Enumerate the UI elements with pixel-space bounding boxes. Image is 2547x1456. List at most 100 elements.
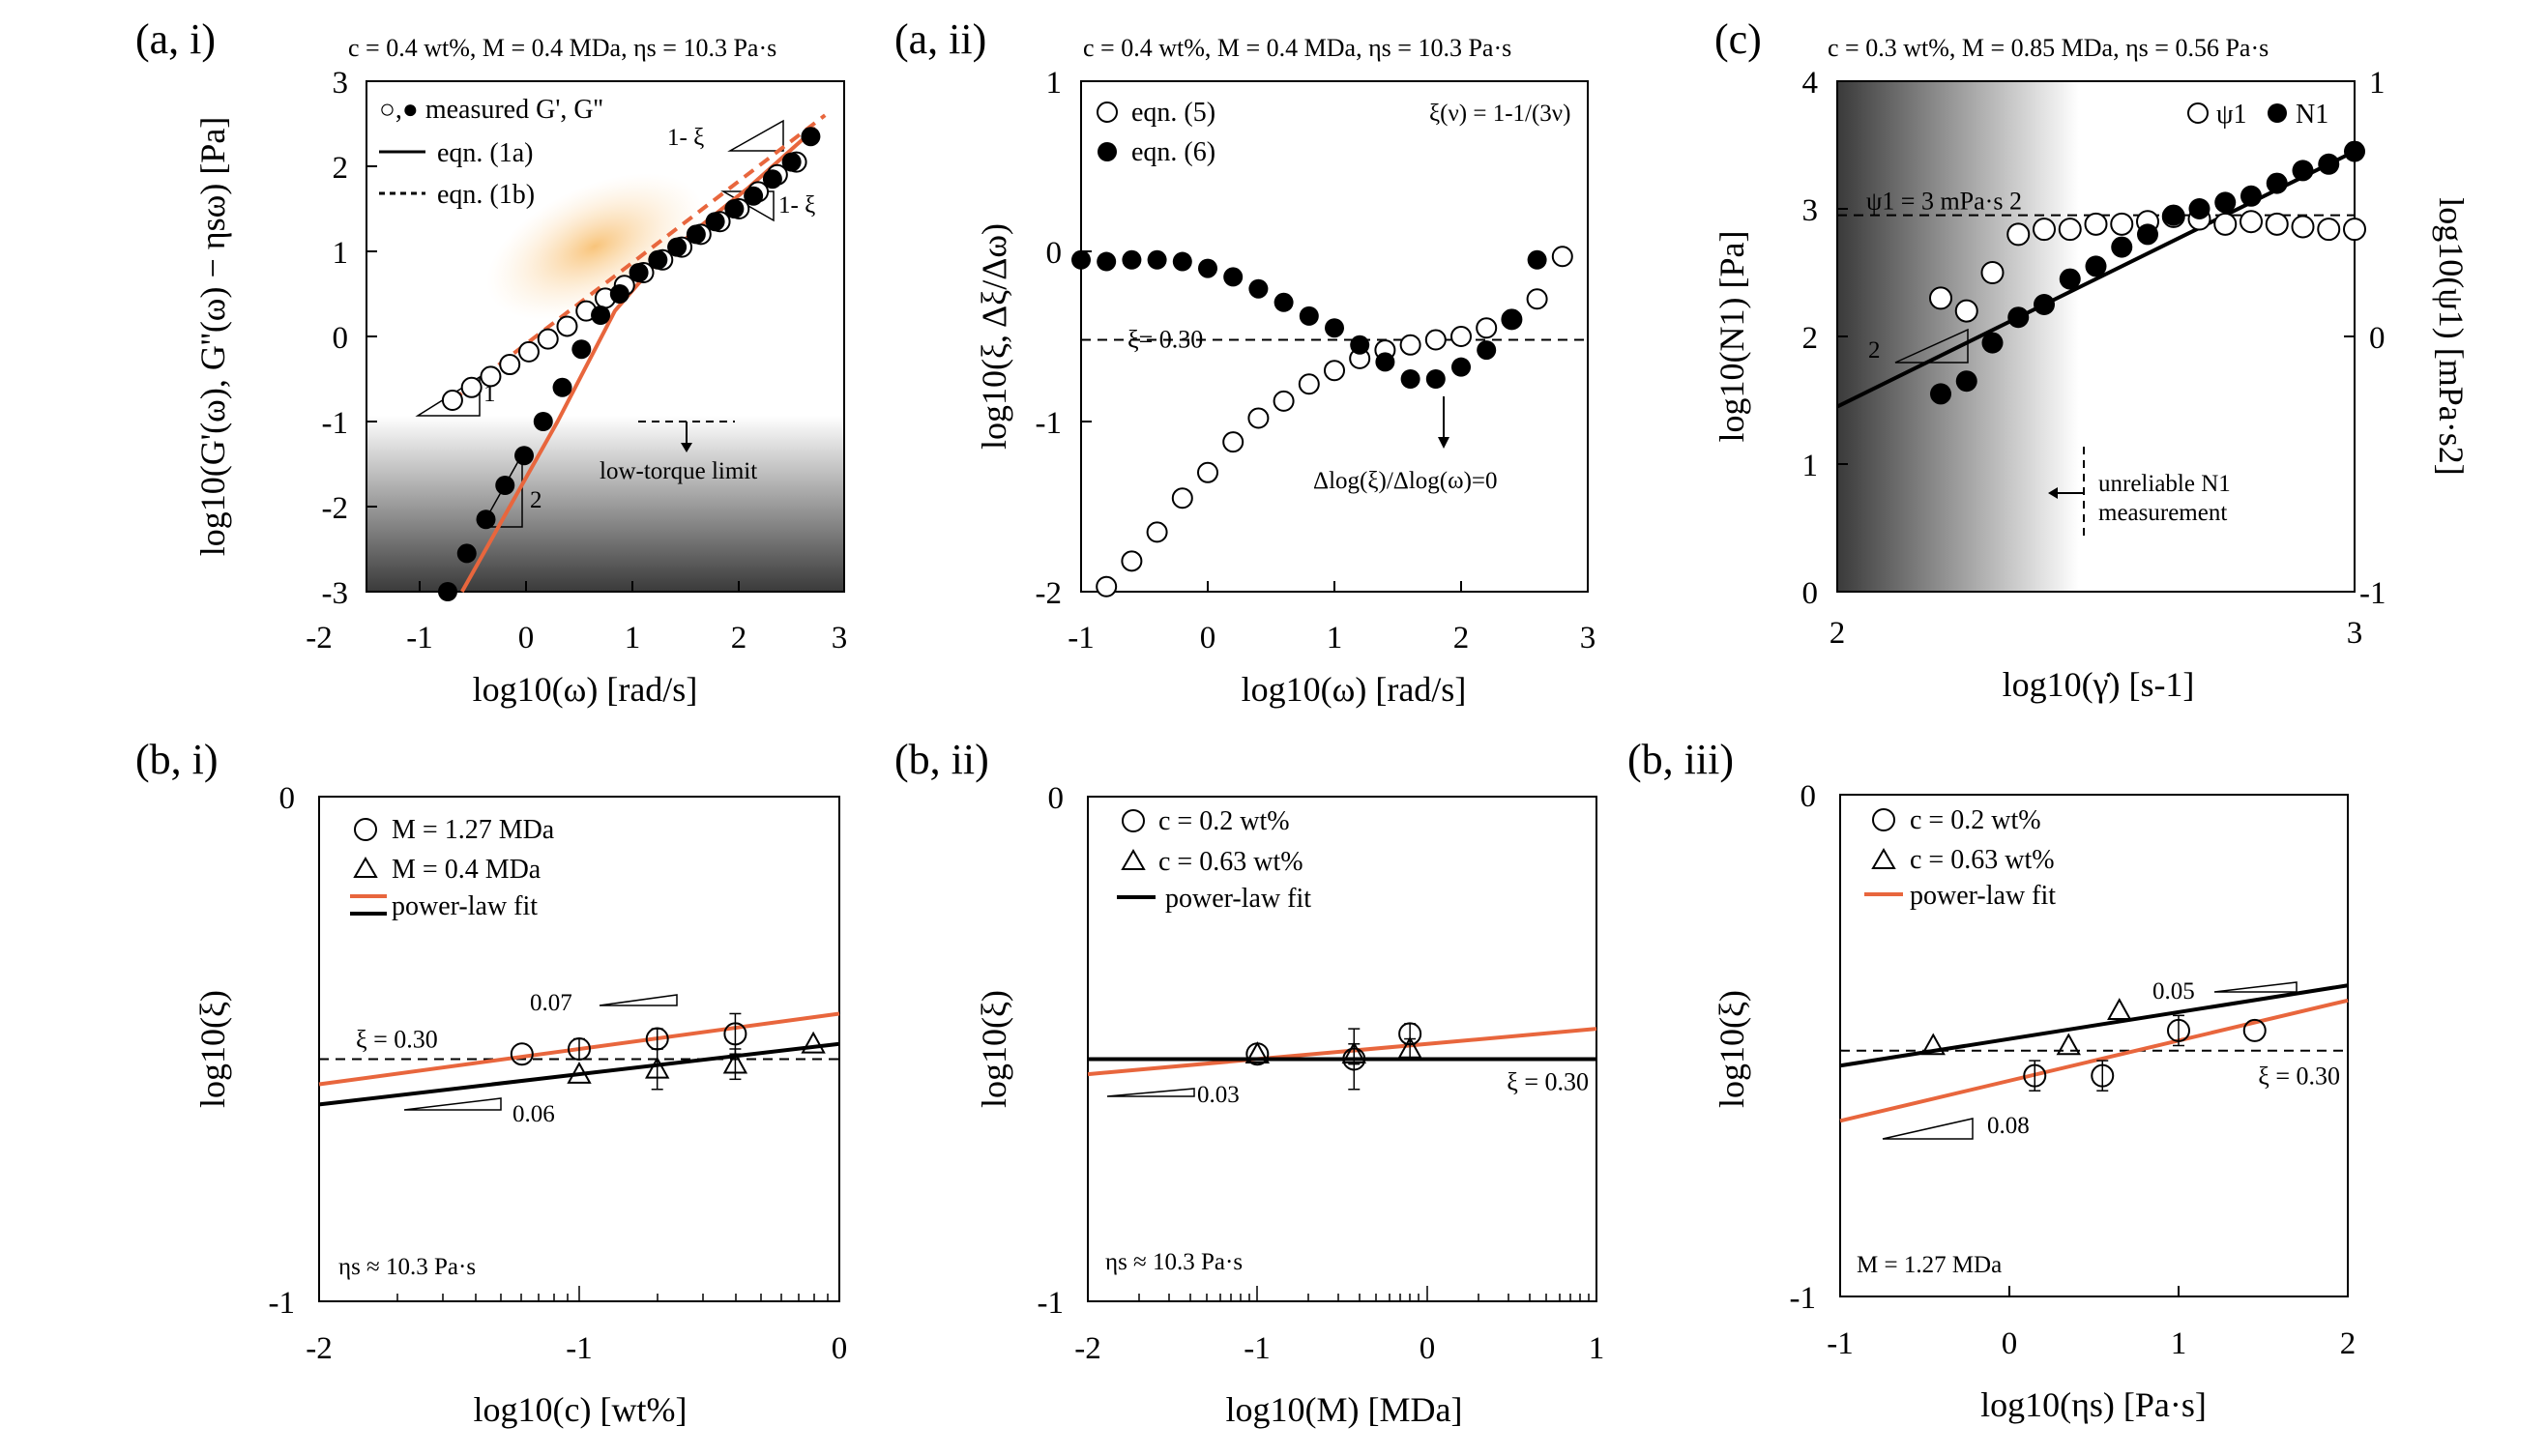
fit-line — [1836, 149, 2356, 409]
x-tick-labels-b-ii: -2 -1 0 1 — [1074, 1331, 1604, 1366]
data-point-filled — [705, 212, 725, 232]
slope-label: 1 — [483, 381, 496, 407]
data-point-filled — [2214, 191, 2237, 214]
legend-item: eqn. (5) — [1131, 98, 1215, 128]
y-tick-labels-c: 4 3 2 1 0 — [1802, 66, 1819, 611]
annotation-eta: ηs ≈ 10.3 Pa·s — [1105, 1249, 1243, 1275]
data-point-open — [499, 354, 521, 376]
xtick: -1 — [1068, 621, 1095, 655]
legend-item: power-law fit — [392, 891, 538, 921]
data-point-filled — [1097, 251, 1117, 272]
ytick: -2 — [1036, 576, 1063, 611]
legend-marker-triangle — [1871, 848, 1896, 869]
plot-frame-b-iii — [1839, 794, 2349, 1297]
y-axis-label-b-ii: log10(ξ) — [975, 990, 1013, 1108]
legend-b-i: M = 1.27 MDa M = 0.4 MDa power-law fit — [350, 815, 555, 921]
data-point-filled — [781, 152, 802, 172]
xtick: 3 — [1580, 621, 1596, 655]
data-point-filled — [629, 263, 649, 282]
x-axis-label-b-i: log10(c) [wt%] — [474, 1390, 688, 1429]
slope-labels-a-i: 1 2 1- ξ 1- ξ — [483, 125, 815, 513]
ytick: -1 — [1038, 1286, 1065, 1321]
y-tick-labels-a-i: 3 2 1 0 -1 -2 -3 — [322, 66, 349, 611]
data-point-filled — [1527, 249, 1547, 270]
legend-marker-circle — [354, 818, 377, 841]
data-point-open — [645, 1027, 669, 1051]
ytick: 0 — [279, 781, 296, 816]
slope-label: 1- ξ — [778, 192, 815, 218]
marks-a-i — [437, 113, 827, 601]
legend-marker-filled — [2268, 103, 2287, 123]
marks-b-ii: ξ = 0.30 — [1087, 1022, 1597, 1095]
x-tick-labels-c: 2 3 — [1830, 616, 2363, 651]
ytick: 3 — [1802, 193, 1819, 228]
legend-item: power-law fit — [1165, 884, 1311, 914]
data-point-filled — [2240, 185, 2262, 207]
ytick: 1 — [333, 236, 349, 271]
ytick: 0 — [1802, 576, 1819, 611]
panel-label-b-ii: (b, ii) — [894, 736, 989, 783]
ytick: 0 — [1800, 779, 1817, 814]
ticks-b-i — [318, 1286, 829, 1301]
data-point-filled — [609, 284, 629, 304]
x-tick-labels-a-ii: -1 0 1 2 3 — [1068, 621, 1596, 655]
xtick: -1 — [1827, 1326, 1854, 1361]
xtick: 0 — [2002, 1326, 2018, 1361]
panel-a-ii: (a, ii) c = 0.4 wt%, M = 0.4 MDa, ηs = 1… — [894, 15, 1596, 709]
low-torque-marker — [638, 421, 735, 452]
x-axis-label-b-ii: log10(M) [MDa] — [1226, 1390, 1463, 1429]
data-point-open — [1245, 1042, 1270, 1066]
data-point-filled — [1223, 267, 1244, 287]
marks-b-iii: ξ = 0.30 — [1839, 983, 2349, 1123]
y-axis-label-b-i: log10(ξ) — [193, 990, 232, 1108]
y-tick-labels-b-iii: 0 -1 — [1790, 779, 1817, 1316]
legend-item: c = 0.2 wt% — [1910, 805, 2041, 835]
ytick: -1 — [269, 1286, 296, 1321]
y-axis-label-c: log10(N1) [Pa] — [1713, 231, 1751, 443]
data-point-filled — [801, 127, 821, 147]
ytick: 4 — [1802, 66, 1819, 101]
data-point-open — [2242, 1018, 2267, 1042]
panel-label-b-iii: (b, iii) — [1627, 736, 1734, 783]
x-tick-labels-b-i: -2 -1 0 — [306, 1331, 847, 1366]
data-point-filled — [2162, 204, 2184, 226]
ytick: 0 — [333, 321, 349, 356]
data-point-filled — [2034, 294, 2055, 315]
data-point-filled — [667, 237, 688, 257]
y-axis-label-b-iii: log10(ξ) — [1713, 990, 1751, 1108]
data-point-filled — [762, 169, 782, 189]
y-axis-label-a-ii: log10(ξ, Δξ/Δω) — [975, 223, 1013, 450]
data-point-filled — [1930, 383, 1951, 405]
xtick: -2 — [306, 621, 333, 655]
data-point-triangle — [1920, 1033, 1946, 1056]
xtick: 1 — [625, 621, 641, 655]
slope-label: 0.07 — [530, 990, 572, 1016]
data-point-triangle — [1341, 1041, 1366, 1064]
data-point-triangle — [722, 1051, 748, 1074]
data-point-open — [1551, 246, 1573, 268]
ytick: -3 — [322, 576, 349, 611]
ytick: 1 — [1802, 449, 1819, 483]
unreliable-shade — [1837, 81, 2079, 592]
xtick: 2 — [1453, 621, 1470, 655]
x-axis-label-a-i: log10(ω) [rad/s] — [473, 670, 698, 709]
data-point-open — [510, 1042, 534, 1066]
annotation-unreliable: unreliable N1 — [2098, 471, 2231, 497]
x-axis-label-a-ii: log10(ω) [rad/s] — [1242, 670, 1467, 709]
data-point-triangle — [801, 1031, 826, 1054]
data-point-filled — [1477, 340, 1497, 361]
legend-item: eqn. (1b) — [437, 180, 535, 210]
slope-label: 2 — [1868, 337, 1881, 364]
annotation-zero-slope: Δlog(ξ)/Δlog(ω)=0 — [1313, 468, 1498, 494]
ytick: -1 — [1790, 1281, 1817, 1316]
ytick: 2 — [333, 151, 349, 186]
legend-item: c = 0.63 wt% — [1910, 845, 2055, 875]
slope-label: 0.06 — [512, 1101, 555, 1127]
data-point-filled — [514, 446, 535, 466]
ticks-a-ii — [1081, 250, 1462, 592]
slope-triangle — [403, 1097, 502, 1111]
low-torque-shade — [366, 416, 844, 592]
data-point-filled — [1350, 335, 1370, 355]
data-point-triangle — [1244, 1041, 1271, 1064]
data-point-filled — [1147, 249, 1167, 270]
